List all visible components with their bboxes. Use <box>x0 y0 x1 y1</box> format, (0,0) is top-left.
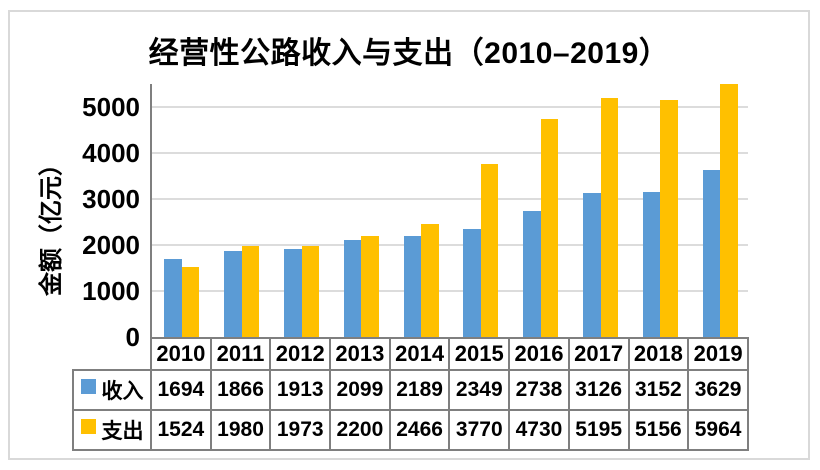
year-cell-2019: 2019 <box>687 337 749 371</box>
table-row-支出: 支出 1524 1980 1973 2200 2466 3770 4730 5195 5156 59… <box>72 409 749 451</box>
legend-label-收入: 收入 <box>101 380 144 403</box>
bar-收入-2014 <box>403 236 422 337</box>
year-cell-2017: 2017 <box>567 337 630 371</box>
bar-支出-2018 <box>660 99 678 337</box>
bar-支出-2017 <box>600 98 618 337</box>
year-cell-2012: 2012 <box>269 337 332 371</box>
gridline-2000 <box>152 244 748 246</box>
y-tick-label-0: 0 <box>125 322 140 352</box>
row-header-收入: 收入 <box>72 369 152 411</box>
value-cell-收入-2015: 2349 <box>448 369 511 411</box>
value-cell-支出-2015: 3770 <box>448 409 511 451</box>
year-cell-2018: 2018 <box>627 337 690 371</box>
bar-收入-2010 <box>164 259 182 337</box>
bar-支出-2011 <box>241 245 260 337</box>
value-cell-收入-2016: 2738 <box>508 369 570 411</box>
legend-swatch-收入 <box>80 378 96 394</box>
bar-支出-2012 <box>301 246 319 337</box>
value-cell-收入-2010: 1694 <box>150 369 212 411</box>
value-cell-支出-2010: 1524 <box>150 409 212 451</box>
bar-收入-2012 <box>284 249 302 337</box>
year-cell-2015: 2015 <box>448 337 511 371</box>
table-row-收入: 收入 1694 1866 1913 2099 2189 2349 2738 3126 3152 36… <box>72 369 749 411</box>
data-table: 2010 2011 2012 2013 2014 2015 2016 2017 2018 2019… <box>72 337 749 451</box>
value-cell-收入-2019: 3629 <box>687 369 749 411</box>
y-tick-label-1000: 1000 <box>82 276 140 306</box>
bar-支出-2015 <box>480 163 499 337</box>
value-cell-支出-2016: 4730 <box>508 409 570 451</box>
bar-支出-2010 <box>181 266 200 337</box>
year-cell-2013: 2013 <box>329 337 391 371</box>
value-cell-支出-2011: 1980 <box>209 409 272 451</box>
year-cell-2011: 2011 <box>209 337 272 371</box>
bar-支出-2014 <box>421 223 439 337</box>
bar-支出-2016 <box>540 119 559 337</box>
year-cell-2014: 2014 <box>388 337 451 371</box>
bar-收入-2019 <box>702 170 721 337</box>
y-tick-label-2000: 2000 <box>82 230 140 260</box>
y-tick-label-3000: 3000 <box>82 184 140 214</box>
value-cell-收入-2013: 2099 <box>329 369 391 411</box>
value-cell-收入-2018: 3152 <box>627 369 690 411</box>
y-tick-label-4000: 4000 <box>82 138 140 168</box>
value-cell-支出-2013: 2200 <box>329 409 391 451</box>
value-cell-支出-2014: 2466 <box>388 409 451 451</box>
gridline-1000 <box>152 290 748 292</box>
value-cell-支出-2019: 5964 <box>687 409 749 451</box>
value-cell-支出-2012: 1973 <box>269 409 332 451</box>
bar-支出-2019 <box>720 84 738 337</box>
table-corner-cell <box>73 338 151 370</box>
value-cell-支出-2017: 5195 <box>567 409 630 451</box>
year-cell-2016: 2016 <box>508 337 570 371</box>
gridline-5000 <box>152 106 748 108</box>
row-header-支出: 支出 <box>72 409 152 451</box>
legend-label-支出: 支出 <box>101 420 144 443</box>
y-tick-label-5000: 5000 <box>82 92 140 122</box>
table-row-years: 2010 2011 2012 2013 2014 2015 2016 2017 2018 2019 <box>73 337 749 371</box>
gridline-4000 <box>152 152 748 154</box>
year-cell-2010: 2010 <box>150 337 212 371</box>
value-cell-收入-2017: 3126 <box>567 369 630 411</box>
value-cell-收入-2012: 1913 <box>269 369 332 411</box>
bar-支出-2013 <box>361 235 379 337</box>
bar-收入-2015 <box>463 228 481 337</box>
plot-area <box>150 84 748 337</box>
bar-收入-2016 <box>523 211 541 337</box>
gridline-3000 <box>152 198 748 200</box>
value-cell-支出-2018: 5156 <box>627 409 690 451</box>
chart-title: 经营性公路收入与支出（2010–2019） <box>148 37 670 70</box>
bar-收入-2013 <box>343 240 362 337</box>
legend-swatch-支出 <box>80 418 96 434</box>
data-table-body: 2010 2011 2012 2013 2014 2015 2016 2017 2018 2019… <box>72 337 749 451</box>
value-cell-收入-2014: 2189 <box>388 369 451 411</box>
bar-收入-2018 <box>642 192 661 337</box>
bar-收入-2017 <box>583 193 601 337</box>
value-cell-收入-2011: 1866 <box>209 369 272 411</box>
bar-收入-2011 <box>224 251 242 337</box>
